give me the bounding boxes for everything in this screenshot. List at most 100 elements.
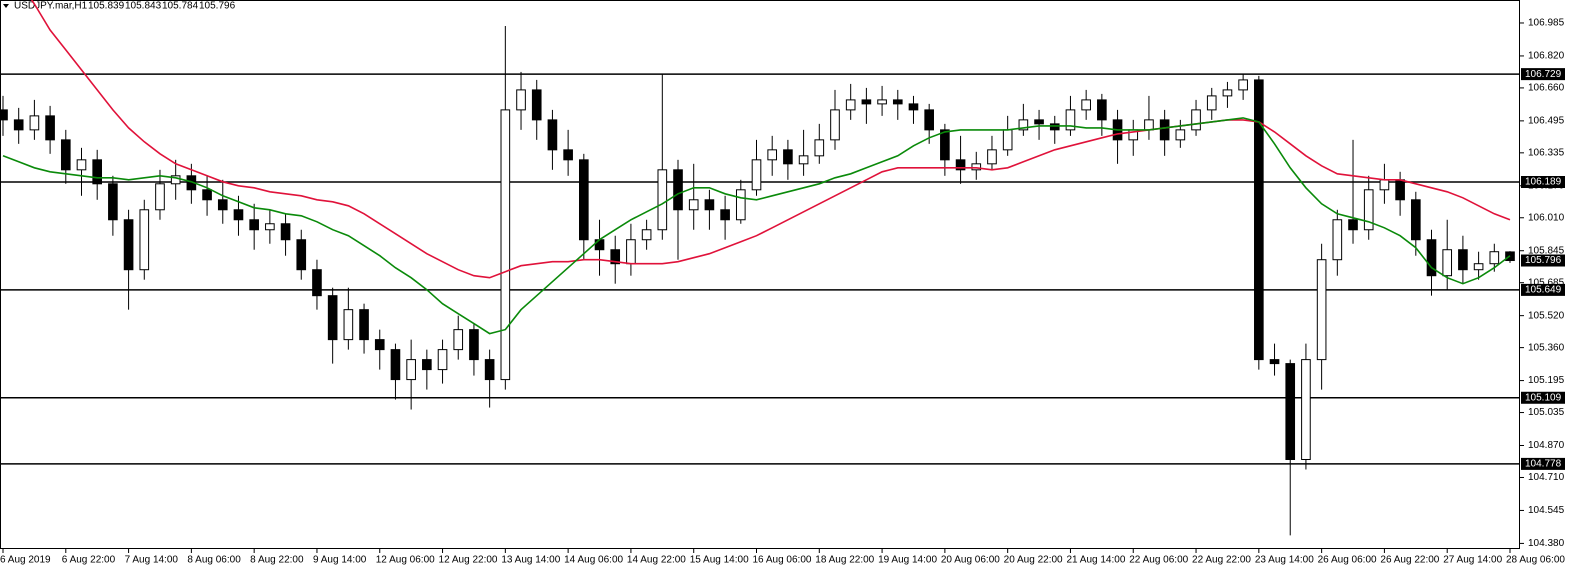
candle-body [280, 223, 291, 241]
y-tick-label: 106.820 [1528, 51, 1565, 62]
candle-body [861, 99, 872, 105]
candle-body [202, 189, 212, 201]
candle-body [249, 219, 259, 231]
candle-body [783, 149, 793, 165]
candle-body [296, 239, 307, 271]
moving-average [2, 117, 1511, 335]
candle-body [45, 115, 55, 141]
candle-body [971, 163, 982, 171]
axes: 106.985 106.820 106.660 106.495 106.335 106.1… [0, 18, 1565, 566]
candle-body [327, 295, 338, 341]
ohlc-close: 105.796 [199, 1, 236, 12]
y-tick-label: 106.495 [1528, 116, 1565, 127]
candle-body [547, 119, 558, 151]
level-label: 105.649 [1525, 285, 1562, 296]
level-label-box [1521, 283, 1565, 296]
candle-body [1473, 263, 1484, 271]
candle-body [1458, 249, 1468, 271]
candle-body [265, 223, 275, 231]
candle-body [1065, 109, 1076, 131]
candle-body [531, 89, 542, 121]
x-tick-label: 12 Aug 06:00 [376, 555, 435, 566]
menu-arrow[interactable] [3, 4, 9, 8]
y-tick-label: 105.845 [1528, 245, 1565, 256]
ohlc-open: 105.839 [88, 1, 125, 12]
candle-body [924, 109, 934, 131]
candle-body [798, 155, 809, 165]
candle-body [60, 139, 71, 171]
candle-body [579, 159, 589, 241]
level-label: 104.778 [1525, 459, 1562, 470]
candle-body [155, 183, 165, 211]
candle-body [735, 189, 746, 221]
candle-body [987, 149, 997, 165]
candle-body [1316, 259, 1327, 361]
x-tick-label: 13 Aug 14:00 [501, 555, 560, 566]
ohlc-high: 105.843 [125, 1, 162, 12]
x-tick-label: 14 Aug 22:00 [627, 555, 686, 566]
level-label: 106.729 [1525, 69, 1562, 80]
candle-body [29, 115, 40, 131]
candle-body [343, 309, 354, 341]
candle-body [1049, 123, 1060, 131]
y-tick-label: 105.685 [1528, 277, 1565, 288]
level-label-box [1521, 391, 1565, 404]
y-tick-label: 105.195 [1528, 375, 1565, 386]
candle-body [845, 99, 856, 111]
candle-body [92, 159, 103, 185]
candle-body [76, 159, 87, 171]
candle-body [500, 109, 511, 381]
candle-body [892, 99, 903, 105]
candle-body [13, 119, 24, 131]
candle-body [1191, 109, 1201, 131]
x-tick-label: 12 Aug 22:00 [439, 555, 498, 566]
y-tick-label: 106.335 [1528, 147, 1565, 158]
candle-body [1332, 219, 1343, 261]
candle-body [594, 239, 605, 251]
candle-body [217, 199, 228, 211]
candle-body [1018, 119, 1029, 131]
symbol: USDJPY.mar,H1 [14, 1, 88, 12]
candle-body [908, 103, 919, 111]
x-tick-label: 19 Aug 14:00 [878, 555, 937, 566]
candle-body [374, 339, 385, 351]
price-label: 105.796 [1525, 255, 1562, 266]
candle-body [1002, 129, 1013, 151]
candle-body [610, 249, 621, 265]
candle-body [1206, 95, 1217, 111]
candle-body [359, 309, 369, 341]
x-tick-label: 6 Aug 2019 [0, 555, 51, 566]
candle-body [1159, 119, 1170, 141]
y-tick-label: 106.985 [1528, 18, 1565, 29]
x-tick-label: 27 Aug 14:00 [1443, 555, 1502, 566]
candle-body [814, 139, 825, 157]
candle-body [877, 99, 887, 105]
candle-body [1222, 89, 1233, 97]
candle-body [1426, 239, 1437, 277]
price-label-box [1521, 254, 1565, 267]
x-tick-label: 14 Aug 06:00 [564, 555, 623, 566]
candle-body [1285, 363, 1296, 460]
x-tick-label: 21 Aug 14:00 [1066, 555, 1125, 566]
y-tick-label: 104.870 [1528, 440, 1565, 451]
candle-body [453, 329, 464, 351]
y-tick-label: 106.660 [1528, 83, 1565, 94]
x-tick-label: 7 Aug 14:00 [125, 555, 179, 566]
level-label: 106.189 [1525, 177, 1562, 188]
y-tick-label: 105.360 [1528, 342, 1565, 353]
candle-body [312, 269, 322, 297]
x-tick-label: 28 Aug 06:00 [1506, 555, 1565, 566]
candle-body [1097, 99, 1107, 121]
candle-body [657, 169, 668, 231]
candle-body [1254, 79, 1264, 361]
candle-body [484, 359, 495, 381]
candle-body [422, 359, 432, 371]
x-tick-label: 22 Aug 06:00 [1129, 555, 1188, 566]
candle-body [1410, 199, 1421, 241]
candle-body [720, 209, 730, 221]
candle-body [0, 109, 8, 121]
candle-body [1034, 119, 1044, 125]
y-tick-label: 104.545 [1528, 505, 1565, 516]
candle-body [233, 209, 244, 221]
